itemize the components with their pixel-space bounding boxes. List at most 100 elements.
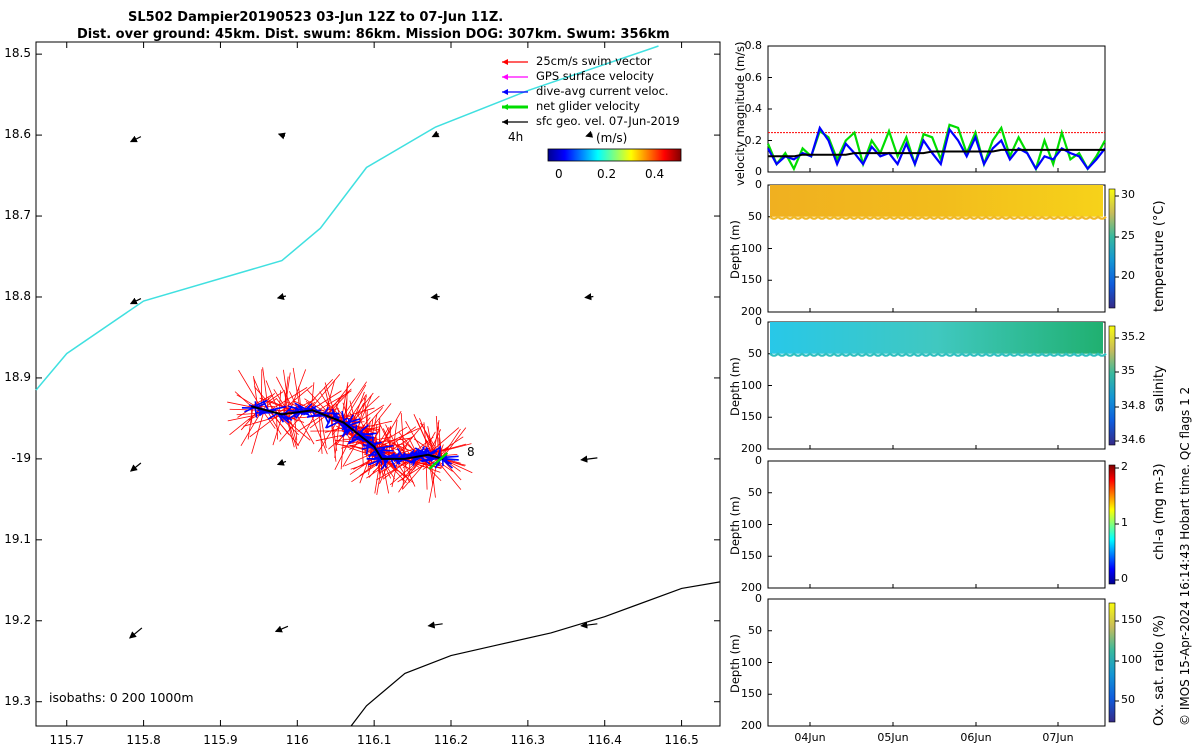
colorbar-tick-label: 2 [1121,460,1128,473]
swim-vector [435,415,440,458]
current-vector [344,418,361,425]
depth-tick-label: 200 [741,305,762,318]
colorbar-tick-label: 25 [1121,229,1135,242]
depth-panel-box [767,460,1106,589]
current-vector [244,406,256,413]
colorbar-tick-label: 34.6 [1121,433,1146,446]
map-y-tick-label: 19.3 [4,693,31,708]
map-y-tick-label: 19.2 [4,612,31,627]
velocity-tick-label: 0.2 [744,133,763,147]
current-vector [360,435,375,439]
current-vector [362,443,377,450]
current-vector [267,412,279,420]
sfc-geo-velocity-arrow [129,135,142,143]
velocity-series-line [768,148,1105,158]
legend-swatch-head [502,119,508,125]
swim-vector [273,389,290,414]
current-vector [255,402,266,409]
depth-tick-label: 100 [741,517,762,531]
time-tick-label: 06Jun [960,731,992,744]
legend-dive-avg-current: dive-avg current veloc. [536,84,669,98]
current-vector [282,413,293,421]
sfc-geo-velocity-arrow [585,130,594,138]
swim-vector [279,411,306,442]
sfc-geo-velocity-arrow [427,621,443,629]
colorbar-tick-label: 34.8 [1121,399,1146,412]
map-x-tick-label: 116 [285,733,309,747]
sfc-geo-velocity-arrow [129,297,142,305]
swim-vector [428,443,472,456]
chart-title-line2: Dist. over ground: 45km. Dist. swum: 86k… [77,27,670,42]
current-vector [347,421,361,427]
swim-vector [247,406,254,440]
velocity-tick-label: 0.4 [744,102,763,115]
swim-vector [297,411,317,446]
current-vector [367,458,384,466]
time-tick-label: 04Jun [794,731,826,744]
swim-vector [234,391,252,407]
swim-vector [397,456,437,483]
current-vector [367,449,377,458]
depth-data-field [770,322,1103,354]
velocity-panel-box [767,45,1106,173]
swim-vector [381,458,390,494]
depth-colorbar [1108,325,1116,446]
swim-vector [262,397,278,410]
isobath-0m-line [35,45,659,391]
depth-tick-label: 50 [748,209,762,223]
colorbar-label: Ox. sat. ratio (%) [1152,615,1167,726]
colorbar-label: temperature (°C) [1152,200,1167,312]
swim-vector [375,427,390,450]
isobath-1000m-line [350,581,721,727]
current-vector [389,458,397,469]
swim-vector [309,410,328,455]
sfc-geo-velocity-arrow [580,455,598,463]
colorbar-tick-label: 35.2 [1121,330,1146,343]
legend-sfc-geo-vel: sfc geo. vel. 07-Jun-2019 [536,114,680,128]
swim-vector [346,392,374,426]
swim-vector [361,436,364,467]
swim-vector [402,457,414,469]
depth-colorbar [1108,602,1116,723]
swim-vector [378,421,398,460]
colorbar-tick-label: 150 [1121,613,1142,626]
colorbar-tick-label: 30 [1121,188,1135,201]
sfc-geo-velocity-arrow [274,625,289,633]
depth-tick-label: 0 [755,454,762,467]
map-x-tick-label: 115.7 [49,733,84,747]
depth-colorbar [1108,464,1116,585]
colorbar-tick-label: 100 [1121,653,1142,666]
map-x-tick-label: 116.2 [433,733,469,747]
current-vector [421,457,440,463]
sfc-geo-velocity-arrow [431,130,440,138]
current-vector [348,436,363,443]
swim-vector [438,444,451,458]
swim-vector [304,398,338,421]
swim-vector [308,373,341,412]
depth-tick-label: 0 [755,315,762,328]
swim-vector [426,434,440,458]
depth-tick-label: 50 [748,485,762,499]
glider-track [250,405,444,460]
current-vector [376,449,394,452]
depth-data-edge [769,352,1107,357]
swim-vector [350,458,382,470]
depth-colorbar [1108,188,1116,309]
map-layer [35,41,721,727]
colorbar-unit: (m/s) [596,131,628,145]
sfc-geo-velocity-arrow [276,293,287,301]
map-y-tick-label: 18.8 [4,288,31,303]
current-vector [406,449,415,459]
current-vector [345,427,352,436]
depth-tick-label: 200 [741,581,762,594]
map-x-tick-label: 115.8 [126,733,161,747]
map-colorbar-tick: 0.2 [597,167,617,181]
swim-vector [413,414,434,457]
depth-tick-label: 100 [741,241,762,255]
depth-data-field [770,185,1103,217]
swim-vectors [227,367,473,503]
depth-panel-box [767,598,1106,727]
map-y-tick-label: 19.1 [4,531,31,546]
depth-tick-label: 100 [741,655,762,669]
sfc-geo-velocity-arrow [277,132,286,140]
